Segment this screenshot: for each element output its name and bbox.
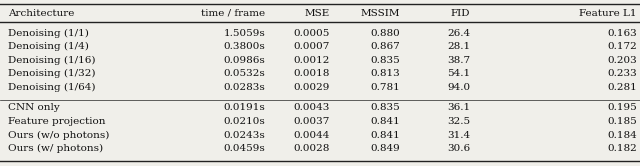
Text: 32.5: 32.5: [447, 117, 470, 126]
Text: 0.185: 0.185: [607, 117, 637, 126]
Text: Denoising (1/32): Denoising (1/32): [8, 69, 95, 78]
Text: 0.281: 0.281: [607, 83, 637, 91]
Text: Feature projection: Feature projection: [8, 117, 105, 126]
Text: FID: FID: [451, 8, 470, 17]
Text: Ours (w/o photons): Ours (w/o photons): [8, 130, 109, 140]
Text: 0.163: 0.163: [607, 29, 637, 38]
Text: 0.0986s: 0.0986s: [224, 55, 266, 65]
Text: 0.849: 0.849: [371, 144, 400, 153]
Text: Denoising (1/4): Denoising (1/4): [8, 42, 88, 51]
Text: 38.7: 38.7: [447, 55, 470, 65]
Text: Architecture: Architecture: [8, 8, 74, 17]
Text: Denoising (1/1): Denoising (1/1): [8, 28, 88, 38]
Text: 0.0012: 0.0012: [293, 55, 330, 65]
Text: 0.195: 0.195: [607, 103, 637, 113]
Text: 0.0029: 0.0029: [293, 83, 330, 91]
Text: 26.4: 26.4: [447, 29, 470, 38]
Text: 0.841: 0.841: [371, 130, 400, 139]
Text: 36.1: 36.1: [447, 103, 470, 113]
Text: 0.182: 0.182: [607, 144, 637, 153]
Text: 0.0532s: 0.0532s: [224, 69, 266, 78]
Text: 0.0007: 0.0007: [293, 42, 330, 51]
Text: MSSIM: MSSIM: [360, 8, 400, 17]
Text: 0.3800s: 0.3800s: [224, 42, 266, 51]
Text: 0.0459s: 0.0459s: [224, 144, 266, 153]
Text: 94.0: 94.0: [447, 83, 470, 91]
Text: 0.0018: 0.0018: [293, 69, 330, 78]
Text: 0.835: 0.835: [371, 103, 400, 113]
Text: Ours (w/ photons): Ours (w/ photons): [8, 144, 103, 153]
Text: 0.867: 0.867: [371, 42, 400, 51]
Text: 31.4: 31.4: [447, 130, 470, 139]
Text: 1.5059s: 1.5059s: [224, 29, 266, 38]
Text: CNN only: CNN only: [8, 103, 60, 113]
Text: 0.233: 0.233: [607, 69, 637, 78]
Text: 0.781: 0.781: [371, 83, 400, 91]
Text: Feature L1: Feature L1: [579, 8, 637, 17]
Text: 0.0044: 0.0044: [293, 130, 330, 139]
Text: 0.0243s: 0.0243s: [224, 130, 266, 139]
Text: 0.184: 0.184: [607, 130, 637, 139]
Text: 0.172: 0.172: [607, 42, 637, 51]
Text: Denoising (1/64): Denoising (1/64): [8, 83, 95, 92]
Text: Denoising (1/16): Denoising (1/16): [8, 55, 95, 65]
Text: 0.0191s: 0.0191s: [224, 103, 266, 113]
Text: 0.0005: 0.0005: [293, 29, 330, 38]
Text: 0.880: 0.880: [371, 29, 400, 38]
Text: 54.1: 54.1: [447, 69, 470, 78]
Text: 0.0210s: 0.0210s: [224, 117, 266, 126]
Text: 0.0043: 0.0043: [293, 103, 330, 113]
Text: 0.0028: 0.0028: [293, 144, 330, 153]
Text: time / frame: time / frame: [202, 8, 266, 17]
Text: 0.203: 0.203: [607, 55, 637, 65]
Text: 0.813: 0.813: [371, 69, 400, 78]
Text: 0.835: 0.835: [371, 55, 400, 65]
Text: 0.0037: 0.0037: [293, 117, 330, 126]
Text: MSE: MSE: [305, 8, 330, 17]
Text: 28.1: 28.1: [447, 42, 470, 51]
Text: 0.841: 0.841: [371, 117, 400, 126]
Text: 30.6: 30.6: [447, 144, 470, 153]
Text: 0.0283s: 0.0283s: [224, 83, 266, 91]
